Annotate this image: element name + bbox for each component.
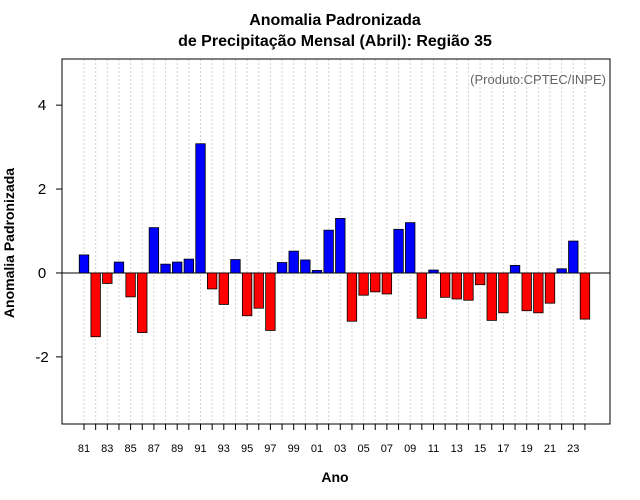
x-tick-label: 91: [194, 443, 206, 455]
bar-2006: [370, 272, 381, 293]
bar-2012: [439, 272, 451, 298]
x-tick-label: 03: [334, 443, 346, 455]
bar-1983: [102, 272, 113, 284]
bar-2018: [509, 265, 521, 274]
bars: [78, 143, 591, 338]
bar-2003: [335, 218, 346, 274]
bar-1996: [253, 272, 264, 309]
x-axis: 81 83 85 87 89 91 93 95 97 99 01 03 05 07 09 11 13 15 17 19…: [78, 424, 586, 455]
plot-frame: [61, 58, 611, 425]
x-tick-label: 21: [544, 443, 556, 455]
bar-1987: [148, 227, 160, 274]
x-tick-label: 87: [148, 443, 160, 455]
bar-1985: [125, 272, 136, 298]
bar-1984: [113, 261, 125, 274]
x-tick-label: 99: [288, 443, 300, 455]
chart-title: Anomalia Padronizada: [249, 12, 421, 29]
chart-subtitle: de Precipitação Mensal (Abril): Região 3…: [178, 33, 492, 50]
bar-2022: [556, 268, 567, 274]
bar-1993: [218, 272, 229, 305]
y-tick-label: -2: [35, 349, 48, 366]
x-tick-label: 81: [78, 443, 90, 455]
x-tick-label: 11: [428, 443, 439, 455]
bar-1989: [172, 261, 183, 274]
bar-1988: [160, 263, 171, 274]
y-axis-title: Anomalia Padronizada: [1, 168, 17, 318]
bar-2016: [486, 272, 497, 321]
y-axis: -2 0 2 4: [35, 97, 62, 366]
bar-2020: [533, 272, 544, 314]
x-tick-label: 09: [404, 443, 416, 455]
x-tick-label: 01: [311, 443, 323, 455]
x-tick-label: 83: [101, 443, 113, 455]
bar-2021: [544, 272, 556, 304]
x-tick-label: 95: [241, 443, 253, 455]
x-tick-label: 97: [264, 443, 276, 455]
bar-2017: [498, 272, 509, 314]
x-tick-label: 13: [451, 443, 463, 455]
y-tick-label: 4: [38, 97, 46, 114]
grid-lines: [83, 59, 586, 424]
x-axis-title: Ano: [321, 469, 348, 485]
x-tick-label: 15: [474, 443, 486, 455]
x-tick-label: 17: [497, 443, 509, 455]
bar-1986: [137, 272, 148, 333]
bar-2007: [381, 272, 393, 295]
x-tick-label: 85: [124, 443, 136, 455]
bar-2014: [463, 272, 474, 301]
x-tick-label: 05: [357, 443, 369, 455]
bar-2004: [346, 272, 358, 322]
bar-1990: [183, 258, 195, 274]
bar-2011: [428, 269, 439, 274]
bar-1997: [265, 272, 276, 331]
bar-2009: [405, 222, 416, 274]
bar-1981: [78, 254, 90, 274]
bar-2010: [416, 272, 428, 319]
x-tick-label: 23: [567, 443, 579, 455]
bar-2002: [323, 229, 334, 274]
bar-1982: [90, 272, 101, 338]
x-tick-label: 93: [218, 443, 230, 455]
bar-2000: [300, 259, 311, 274]
bar-2024: [579, 272, 591, 320]
x-tick-label: 89: [171, 443, 183, 455]
bar-1995: [241, 272, 253, 317]
bar-1992: [206, 272, 218, 290]
x-tick-label: 19: [521, 443, 533, 455]
bar-2023: [568, 240, 579, 274]
bar-1998: [276, 262, 288, 274]
bar-2008: [393, 228, 404, 274]
bar-1994: [230, 259, 241, 274]
bar-2015: [474, 272, 486, 286]
bar-2005: [358, 272, 369, 296]
bar-2013: [451, 272, 462, 300]
y-tick-label: 2: [38, 181, 46, 198]
bar-2001: [311, 270, 323, 274]
bar-2019: [521, 272, 532, 312]
source-annotation: (Produto:CPTEC/INPE): [470, 72, 606, 87]
bar-1999: [288, 250, 299, 274]
bar-1991: [195, 143, 206, 274]
x-tick-label: 07: [381, 443, 393, 455]
y-tick-label: 0: [38, 265, 46, 282]
